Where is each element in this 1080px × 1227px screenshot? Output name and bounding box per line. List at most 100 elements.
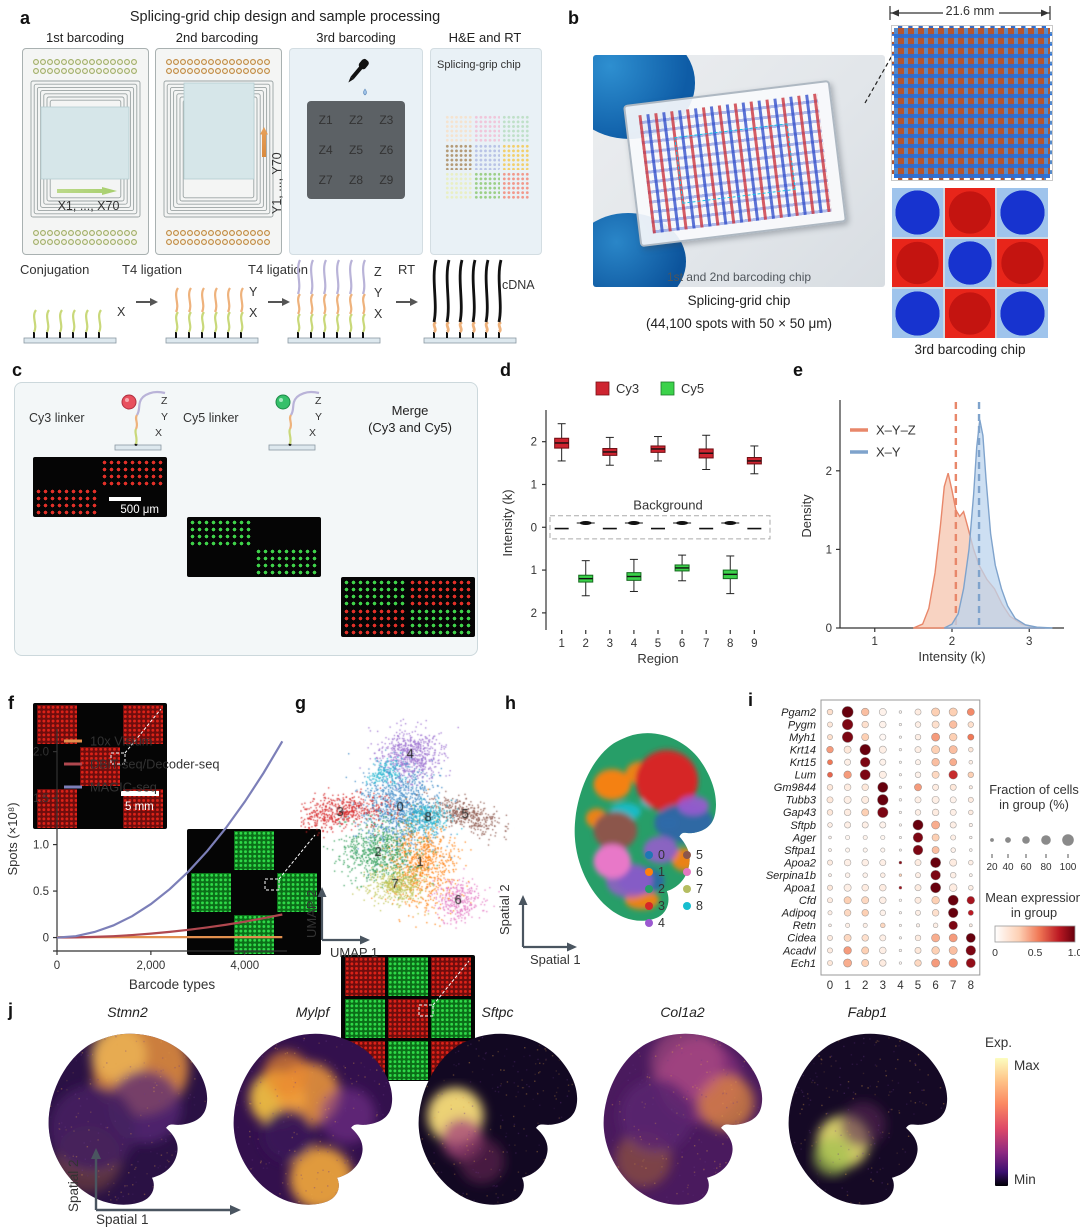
col-header-1st-barcoding: 1st barcoding [45, 30, 125, 45]
svg-text:20: 20 [986, 862, 998, 873]
svg-text:80: 80 [1040, 862, 1052, 873]
svg-text:Fraction of cells: Fraction of cells [989, 782, 1079, 797]
svg-text:Apoa1: Apoa1 [783, 883, 816, 895]
svg-text:Sftpb: Sftpb [790, 820, 816, 832]
density-plot-intensity: 0 1 2 1 2 3 Intensity (k) Density X–Y–Z X–Y [799, 400, 1064, 664]
cluster-legend-item: 1 [645, 865, 665, 879]
he-grid-cell [502, 115, 529, 142]
step-t4-ligation-2-label: T4 ligation [248, 262, 308, 277]
svg-text:X–Y: X–Y [876, 445, 901, 460]
cy3-dye-ball [121, 394, 137, 410]
svg-text:0.5: 0.5 [33, 886, 49, 898]
strand3-x-label: X [374, 307, 383, 321]
scalebar-500um [109, 497, 141, 501]
cy5-array-image [187, 517, 321, 577]
cluster-legend-item: 0 [645, 848, 665, 862]
cluster-legend-item: 7 [683, 882, 703, 896]
svg-text:3: 3 [1026, 636, 1032, 648]
splicing-grid-inset [891, 25, 1053, 181]
cy5-linker-label: Cy5 linker [183, 411, 239, 425]
svg-text:Pygm: Pygm [788, 719, 816, 731]
z-cell: Z8 [348, 173, 363, 188]
svg-text:Retn: Retn [793, 920, 816, 932]
chip2-range-label: Y1, ..., Y70 [270, 152, 284, 214]
photo-caption: 1st and 2nd barcoding chip [666, 270, 812, 284]
svg-text:Cfd: Cfd [799, 895, 817, 907]
gene-map-title: Sftpc [481, 1004, 514, 1020]
blue-spot-cell [997, 188, 1048, 237]
svg-text:Lum: Lum [795, 770, 816, 782]
cluster-legend-item: 6 [683, 865, 703, 879]
svg-text:Cy5: Cy5 [681, 381, 704, 396]
col-header-3rd-barcoding: 3rd barcoding [316, 30, 396, 45]
he-grid-cell [445, 143, 472, 171]
svg-text:Ech1: Ech1 [791, 958, 816, 970]
gene-map-title: Col1a2 [660, 1004, 705, 1020]
dropper-icon [348, 58, 369, 96]
svg-text:4: 4 [631, 638, 638, 650]
he-grid-cell [473, 143, 501, 171]
he-grid-cell [502, 172, 529, 199]
svg-text:Pgam2: Pgam2 [781, 707, 816, 719]
svg-text:1: 1 [826, 544, 832, 556]
z-cell: Z6 [379, 142, 394, 157]
gene-expression-map [48, 1033, 208, 1205]
merge-array-image [341, 577, 475, 637]
spatial2-axis-label-h: Spatial 2 [497, 884, 512, 935]
svg-text:2: 2 [949, 636, 955, 648]
umap1-axis-label: UMAP 1 [330, 945, 379, 960]
svg-text:9: 9 [751, 638, 757, 650]
chip1-serpentine-art [30, 59, 141, 245]
svg-text:3: 3 [607, 638, 613, 650]
panel-letter-g: g [295, 693, 306, 713]
validation-imaging-panel: Cy3 linker Z Y X Cy5 linker Z Y X Merge … [14, 382, 478, 1081]
svg-text:1: 1 [872, 636, 878, 648]
merge-label-line1: Merge [391, 403, 429, 418]
strand3-z-label: Z [374, 265, 382, 279]
z-cell: Z2 [348, 112, 363, 127]
svg-text:2: 2 [531, 437, 537, 449]
blue-spot-cell [944, 238, 996, 288]
umap-axis-arrows [317, 887, 370, 945]
checker-cell [123, 705, 163, 744]
blue-spot-cell [892, 188, 943, 237]
svg-text:2: 2 [862, 980, 868, 992]
scalebar-500um-label: 500 μm [120, 504, 159, 516]
merge-label-line2: (Cy3 and Cy5) [368, 420, 452, 435]
svg-text:1.0: 1.0 [33, 840, 49, 852]
cluster-legend-item: 2 [645, 882, 665, 896]
cy5-dye-ball [275, 394, 291, 410]
svg-text:0: 0 [827, 980, 833, 992]
cy3-strand-x: X [155, 427, 163, 439]
splicing-grid-chip-spec: (44,100 spots with 50 × 50 μm) [645, 316, 832, 331]
spatial-axis-arrows-j [91, 1148, 241, 1215]
colorbar-min-label: Min [1014, 1172, 1036, 1187]
cluster-legend-item: 4 [645, 916, 665, 930]
z-cell: Z9 [379, 173, 394, 188]
cy3-linker-label: Cy3 linker [29, 411, 85, 425]
z-cell: Z3 [379, 112, 394, 127]
svg-text:4: 4 [897, 980, 904, 992]
svg-text:4,000: 4,000 [230, 960, 259, 972]
svg-text:1: 1 [531, 565, 537, 577]
panel-letter-f: f [8, 693, 14, 713]
cluster-color-dot [683, 885, 691, 893]
he-rt-panel: Splicing-grip chip [430, 48, 542, 255]
col-header-he-rt: H&E and RT [448, 30, 522, 45]
svg-text:1: 1 [558, 638, 564, 650]
svg-text:MAGIC-seq: MAGIC-seq [90, 780, 157, 795]
he-spot-grid [445, 115, 529, 199]
checker-cell [431, 999, 471, 1038]
spatial2-axis-label-j: Spatial 2 [66, 1159, 81, 1212]
svg-text:Intensity (k): Intensity (k) [918, 649, 985, 664]
col-header-2nd-barcoding: 2nd barcoding [175, 30, 259, 45]
svg-text:Density: Density [799, 494, 814, 538]
svg-text:0: 0 [992, 947, 998, 959]
checker-cell [345, 999, 385, 1038]
svg-text:Background: Background [633, 497, 702, 512]
svg-text:8: 8 [727, 638, 733, 650]
cdna-label: cDNA [502, 278, 535, 292]
svg-text:Intensity (k): Intensity (k) [500, 489, 515, 556]
svg-text:10x Visium: 10x Visium [90, 734, 152, 749]
cy3-strand-y: Y [161, 411, 169, 423]
